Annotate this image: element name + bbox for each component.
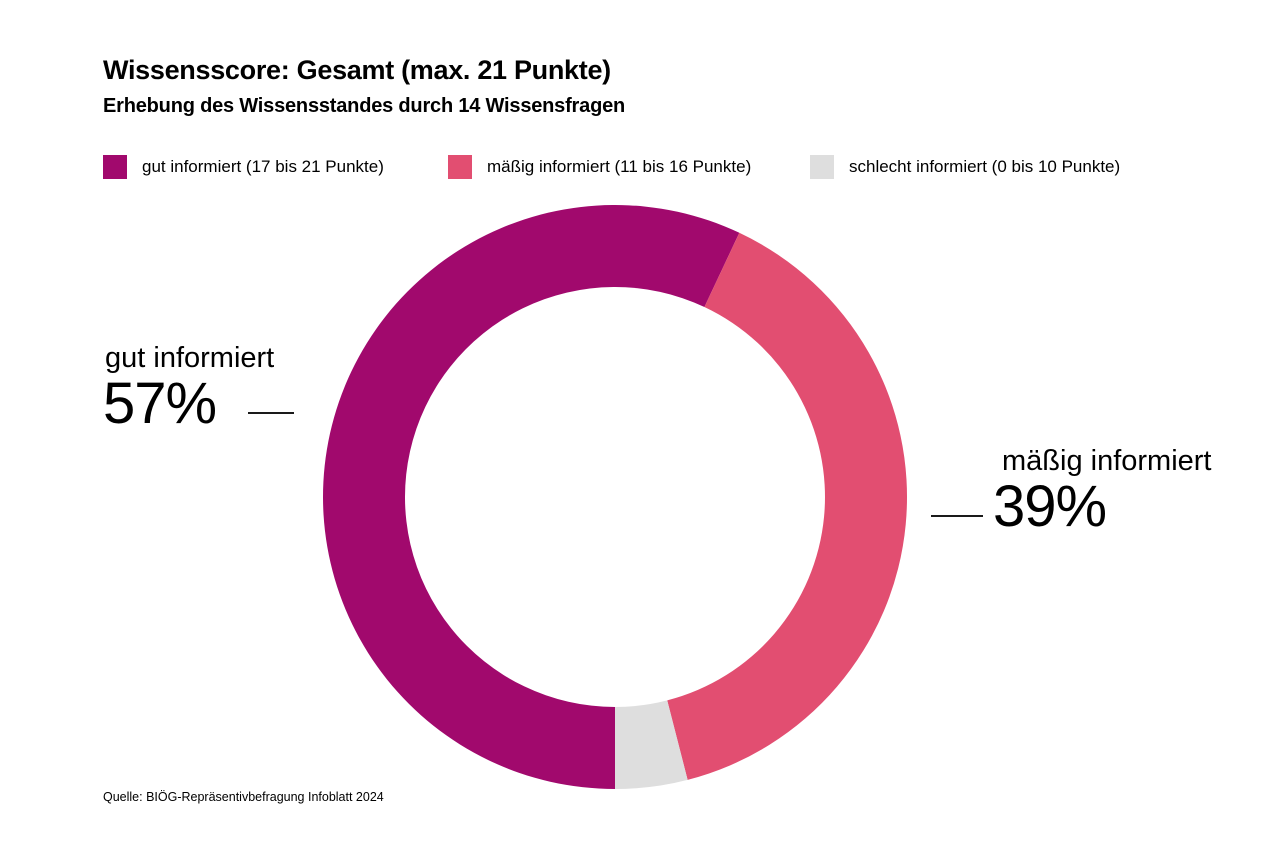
source-note: Quelle: BIÖG-Repräsentivbefragung Infobl… xyxy=(103,790,384,804)
callout-value: 57% xyxy=(103,371,217,436)
callout-value: 39% xyxy=(993,474,1107,539)
donut-slice-1 xyxy=(667,232,908,780)
legend-label: mäßig informiert (11 bis 16 Punkte) xyxy=(487,156,752,176)
callout-name: mäßig informiert xyxy=(1002,445,1212,477)
legend-swatch-gut-informiert xyxy=(103,154,127,179)
callout-gut-informiert: gut informiert 57% xyxy=(103,341,274,433)
donut-slice-2 xyxy=(615,700,688,789)
callout-line-left xyxy=(248,412,294,414)
page-subtitle: Erhebung des Wissensstandes durch 14 Wis… xyxy=(103,95,626,117)
legend-item-gut-informiert: gut informiert (17 bis 21 Punkte) xyxy=(103,154,384,179)
callout-maessig-informiert: mäßig informiert 39% xyxy=(993,444,1212,536)
legend-item-maessig-informiert: mäßig informiert (11 bis 16 Punkte) xyxy=(448,154,751,179)
legend-swatch-schlecht-informiert xyxy=(810,154,834,179)
legend-item-schlecht-informiert: schlecht informiert (0 bis 10 Punkte) xyxy=(810,154,1120,179)
legend-swatch-maessig-informiert xyxy=(448,154,472,179)
donut-slice-0 xyxy=(323,204,740,789)
legend-label: schlecht informiert (0 bis 10 Punkte) xyxy=(849,156,1121,176)
callout-name: gut informiert xyxy=(105,342,275,374)
callout-line-right xyxy=(931,515,983,517)
page-title: Wissensscore: Gesamt (max. 21 Punkte) xyxy=(103,55,611,85)
legend-label: gut informiert (17 bis 21 Punkte) xyxy=(142,156,384,176)
